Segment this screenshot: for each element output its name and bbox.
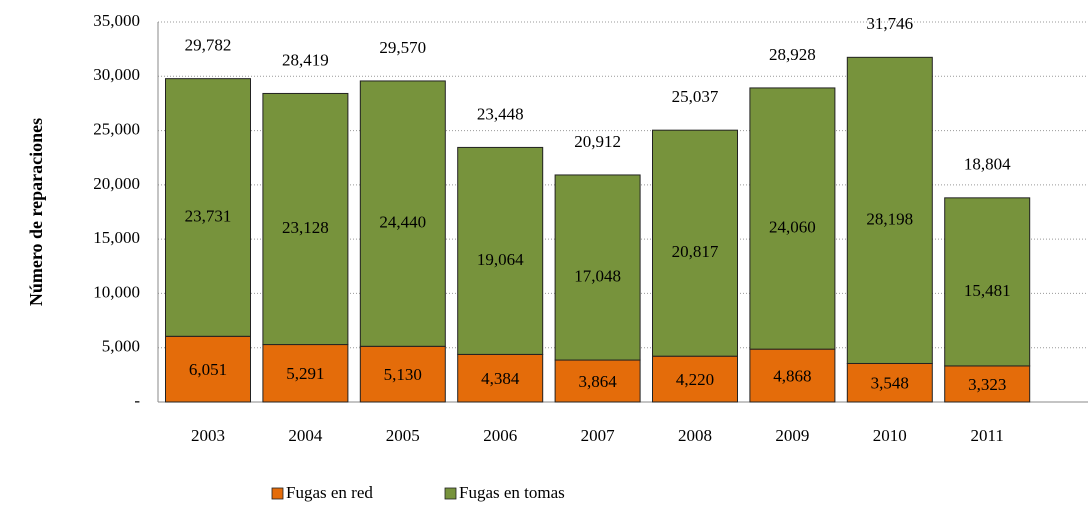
bar-segment — [846, 56, 933, 364]
legend-label: Fugas en tomas — [459, 483, 565, 502]
segment-label: 15,481 — [964, 281, 1011, 300]
x-tick-label: 2007 — [581, 426, 616, 445]
y-tick-label: 35,000 — [93, 11, 140, 30]
y-tick-label: - — [134, 391, 140, 410]
y-tick-label: 20,000 — [93, 174, 140, 193]
y-tick-label: 10,000 — [93, 282, 140, 301]
y-axis-label: Número de reparaciones — [26, 118, 46, 306]
x-tick-label: 2003 — [191, 426, 225, 445]
bar-segment — [457, 146, 544, 355]
bar-segment — [359, 80, 446, 347]
bar-segment — [652, 355, 738, 403]
bar-segment — [944, 365, 1031, 403]
x-tick-label: 2009 — [775, 426, 809, 445]
total-label: 25,037 — [672, 87, 719, 106]
segment-label: 17,048 — [574, 266, 621, 285]
total-label: 31,746 — [866, 14, 913, 33]
segment-label: 3,864 — [578, 372, 617, 391]
y-tick-label: 25,000 — [93, 119, 140, 138]
segment-label: 5,291 — [286, 364, 324, 383]
segment-label: 24,060 — [769, 217, 816, 236]
x-tick-label: 2004 — [288, 426, 323, 445]
segment-label: 4,868 — [773, 366, 811, 385]
x-tick-label: 2011 — [971, 426, 1004, 445]
bar-segment — [749, 87, 836, 350]
total-label: 20,912 — [574, 132, 621, 151]
total-label: 29,782 — [185, 36, 232, 55]
bar-segment — [944, 197, 1031, 367]
x-tick-label: 2006 — [483, 426, 517, 445]
x-tick-label: 2010 — [873, 426, 907, 445]
segment-label: 5,130 — [384, 365, 422, 384]
segment-label: 24,440 — [379, 213, 426, 232]
y-tick-label: 5,000 — [102, 337, 140, 356]
x-tick-label: 2005 — [386, 426, 420, 445]
total-label: 29,570 — [379, 38, 426, 57]
legend-swatch — [444, 487, 457, 500]
bar-segment — [554, 174, 641, 361]
bar-segment — [749, 348, 836, 403]
bar-segment — [652, 129, 738, 357]
y-tick-label: 30,000 — [93, 65, 140, 84]
segment-label: 4,220 — [676, 370, 714, 389]
bar-segment — [165, 78, 251, 337]
segment-label: 6,051 — [189, 360, 227, 379]
segment-label: 20,817 — [672, 242, 719, 261]
total-label: 23,448 — [477, 104, 524, 123]
total-label: 28,419 — [282, 50, 329, 69]
legend-label: Fugas en red — [286, 483, 373, 502]
total-label: 28,928 — [769, 45, 816, 64]
segment-label: 23,731 — [185, 206, 232, 225]
x-tick-label: 2008 — [678, 426, 712, 445]
segment-label: 3,323 — [968, 375, 1006, 394]
y-tick-label: 15,000 — [93, 228, 140, 247]
bar-segment — [262, 344, 349, 403]
bar-segment — [262, 92, 349, 346]
legend-swatch — [271, 487, 284, 500]
segment-label: 23,128 — [282, 218, 329, 237]
segment-label: 28,198 — [866, 209, 913, 228]
bar-segment — [165, 335, 251, 403]
segment-label: 3,548 — [871, 374, 909, 393]
segment-label: 4,384 — [481, 369, 520, 388]
total-label: 18,804 — [964, 155, 1011, 174]
segment-label: 19,064 — [477, 250, 524, 269]
bar-segment — [359, 345, 446, 403]
